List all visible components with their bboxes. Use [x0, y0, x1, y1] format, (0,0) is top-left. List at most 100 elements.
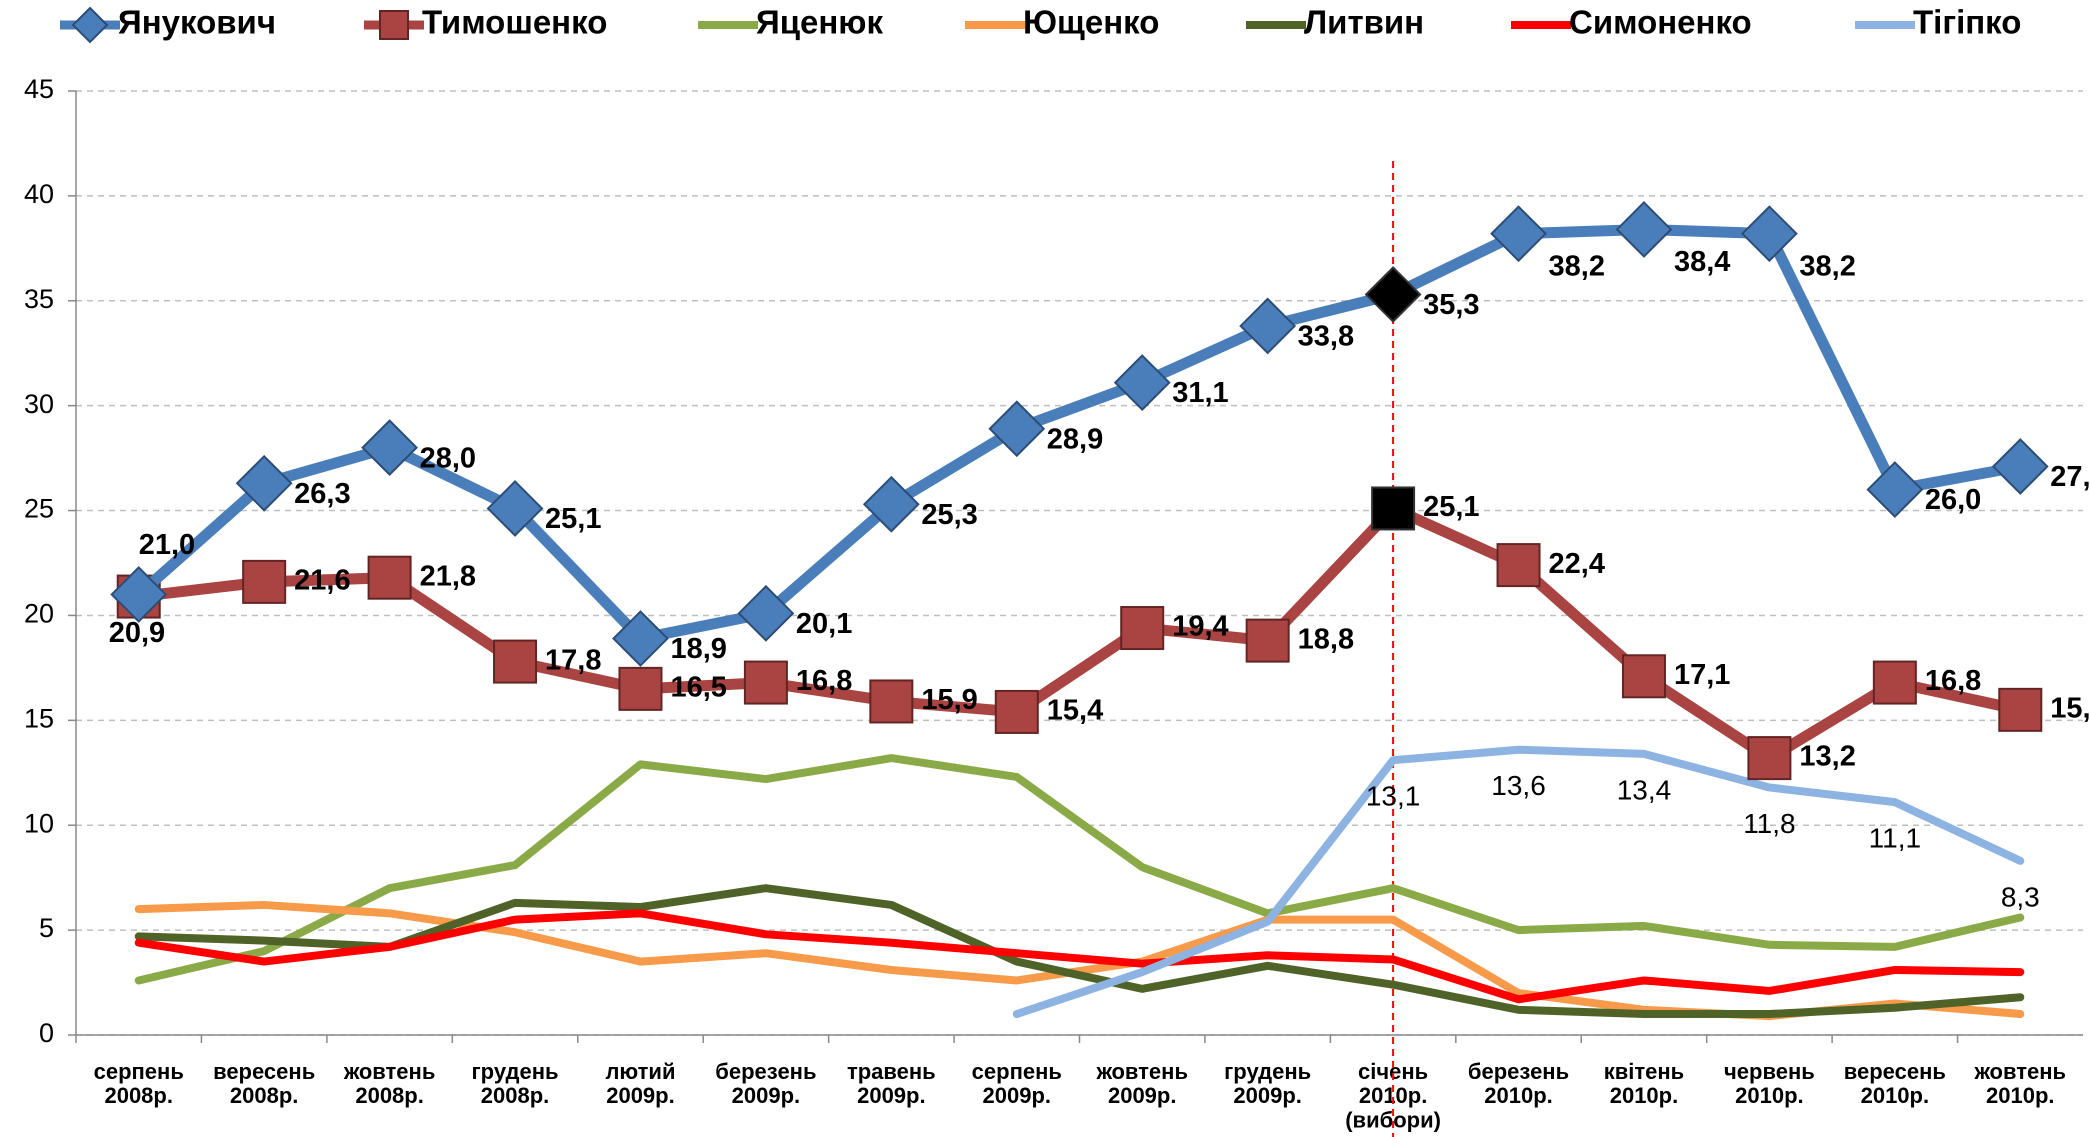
diamond-marker [361, 419, 419, 477]
data-label: 28,0 [420, 442, 476, 474]
diamond-marker [1615, 201, 1673, 258]
square-marker [994, 689, 1039, 734]
square-marker [1245, 618, 1290, 663]
data-label: 15,9 [921, 684, 977, 716]
x-tick-label: травень 2009р. [847, 1059, 936, 1108]
data-label: 16,5 [670, 672, 726, 704]
legend-marker [379, 10, 409, 40]
data-label: 8,3 [2001, 881, 2040, 912]
diamond-marker [235, 454, 293, 512]
y-tick-label: 40 [24, 179, 54, 209]
square-marker [743, 660, 788, 705]
square-marker [493, 639, 538, 684]
x-tick-label: жовтень 2009р. [1095, 1059, 1188, 1108]
diamond-marker [1113, 354, 1171, 412]
data-label: 38,2 [1549, 250, 1605, 282]
x-tick-label: березень 2010р. [1468, 1059, 1569, 1108]
data-label: 26,0 [1925, 484, 1981, 516]
diamond-marker [486, 480, 544, 537]
data-label: 16,8 [1925, 665, 1981, 697]
series-line [134, 909, 2025, 1004]
x-tick-label: серпень 2008р. [94, 1059, 184, 1108]
diamond-marker [862, 475, 920, 533]
square-marker [242, 559, 287, 604]
data-label: 28,9 [1047, 423, 1103, 455]
legend-label: Тігіпко [1913, 4, 2021, 41]
data-label: 38,2 [1799, 250, 1855, 282]
x-tick-label: лютий 2009р. [605, 1059, 675, 1108]
diamond-marker [612, 610, 669, 667]
x-tick-label: жовтень 2008р. [343, 1059, 436, 1108]
y-tick-label: 35 [24, 284, 54, 314]
x-tick-label: серпень 2009р. [972, 1059, 1062, 1108]
data-label: 21,6 [294, 565, 350, 597]
data-label: 13,4 [1617, 774, 1672, 805]
legend-label: Ющенко [1023, 4, 1159, 41]
data-label: 35,3 [1423, 289, 1479, 321]
square-marker [1872, 660, 1917, 705]
x-tick-label: червень 2010р. [1724, 1059, 1815, 1108]
legend-label: Яценюк [756, 4, 883, 41]
data-label: 19,4 [1172, 611, 1228, 643]
data-label: 33,8 [1298, 321, 1354, 353]
y-tick-label: 45 [24, 74, 54, 104]
x-tick-label: березень 2009р. [715, 1059, 816, 1108]
y-tick-label: 0 [39, 1018, 54, 1048]
series-line [1012, 745, 2025, 1019]
x-tick-label: грудень 2008р. [472, 1059, 559, 1108]
data-label: 20,1 [796, 608, 852, 640]
diamond-marker [1866, 461, 1924, 518]
square-marker [1371, 486, 1416, 531]
square-marker [1747, 736, 1792, 781]
y-tick-label: 15 [24, 703, 54, 733]
data-label: 18,8 [1298, 623, 1354, 655]
diamond-marker [988, 400, 1046, 458]
y-tick-label: 25 [24, 494, 54, 524]
y-tick-label: 30 [24, 389, 54, 419]
data-label: 13,1 [1366, 781, 1421, 812]
data-label: 13,6 [1491, 770, 1546, 801]
diamond-marker [1991, 438, 2049, 495]
square-marker [1120, 606, 1165, 651]
data-label: 15,4 [1047, 695, 1103, 727]
data-label: 22,4 [1549, 548, 1605, 580]
data-label: 25,1 [1423, 491, 1479, 523]
data-label: 13,2 [1799, 741, 1855, 773]
data-label: 20,9 [109, 617, 165, 649]
square-marker [618, 666, 663, 711]
diamond-marker [110, 566, 168, 623]
x-tick-label: квітень 2010р. [1604, 1059, 1684, 1108]
data-label: 31,1 [1172, 377, 1228, 409]
square-marker [1998, 687, 2043, 732]
diamond-marker [1239, 297, 1297, 355]
data-label: 25,3 [921, 499, 977, 531]
x-tick-label: жовтень 2010р. [1974, 1059, 2067, 1108]
square-marker [367, 555, 412, 600]
series-line [133, 223, 2026, 645]
diamond-marker [1364, 266, 1422, 323]
data-label: 17,1 [1674, 659, 1730, 691]
y-tick-label: 20 [24, 599, 54, 629]
legend-marker [71, 6, 109, 44]
series-line [133, 502, 2026, 764]
data-label: 18,9 [670, 633, 726, 665]
diamond-marker [1490, 205, 1547, 263]
data-label: 21,0 [139, 529, 195, 561]
legend-label: Янукович [118, 4, 276, 41]
square-marker [1621, 654, 1666, 699]
y-tick-label: 10 [24, 808, 54, 838]
legend-label: Симоненко [1569, 4, 1752, 41]
data-label: 16,8 [796, 665, 852, 697]
data-label: 27,1 [2050, 461, 2090, 493]
data-label: 15,5 [2050, 693, 2090, 725]
data-label: 11,8 [1743, 808, 1795, 839]
diamond-marker [737, 584, 795, 642]
x-tick-label: вересень 2008р. [213, 1059, 315, 1108]
data-label: 25,1 [545, 503, 601, 535]
diamond-marker [1740, 205, 1798, 263]
series-line [134, 754, 2025, 985]
x-tick-label: грудень 2009р. [1224, 1059, 1311, 1108]
square-marker [1496, 543, 1541, 588]
data-label: 11,1 [1869, 823, 1921, 854]
